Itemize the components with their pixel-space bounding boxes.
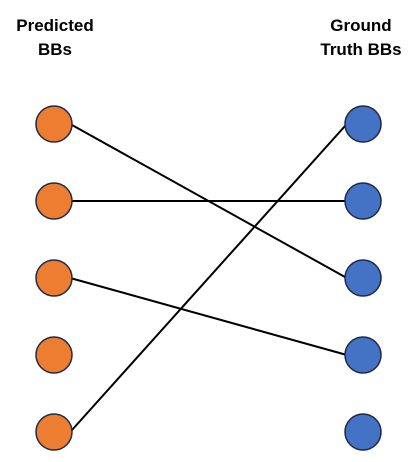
ground-truth-node-3 bbox=[345, 260, 381, 296]
match-edge-p3-gt4 bbox=[70, 278, 347, 355]
match-edge-p5-gt1 bbox=[70, 124, 347, 432]
ground-truth-node-1 bbox=[345, 106, 381, 142]
predicted-node-3 bbox=[36, 260, 72, 296]
predicted-node-1 bbox=[36, 106, 72, 142]
ground-truth-node-5 bbox=[345, 414, 381, 450]
ground-truth-node-4 bbox=[345, 337, 381, 373]
predicted-node-5 bbox=[36, 414, 72, 450]
ground-truth-nodes bbox=[345, 106, 381, 450]
predicted-node-4 bbox=[36, 337, 72, 373]
ground-truth-node-2 bbox=[345, 183, 381, 219]
predicted-node-2 bbox=[36, 183, 72, 219]
predicted-nodes bbox=[36, 106, 72, 450]
match-edges bbox=[70, 124, 347, 432]
